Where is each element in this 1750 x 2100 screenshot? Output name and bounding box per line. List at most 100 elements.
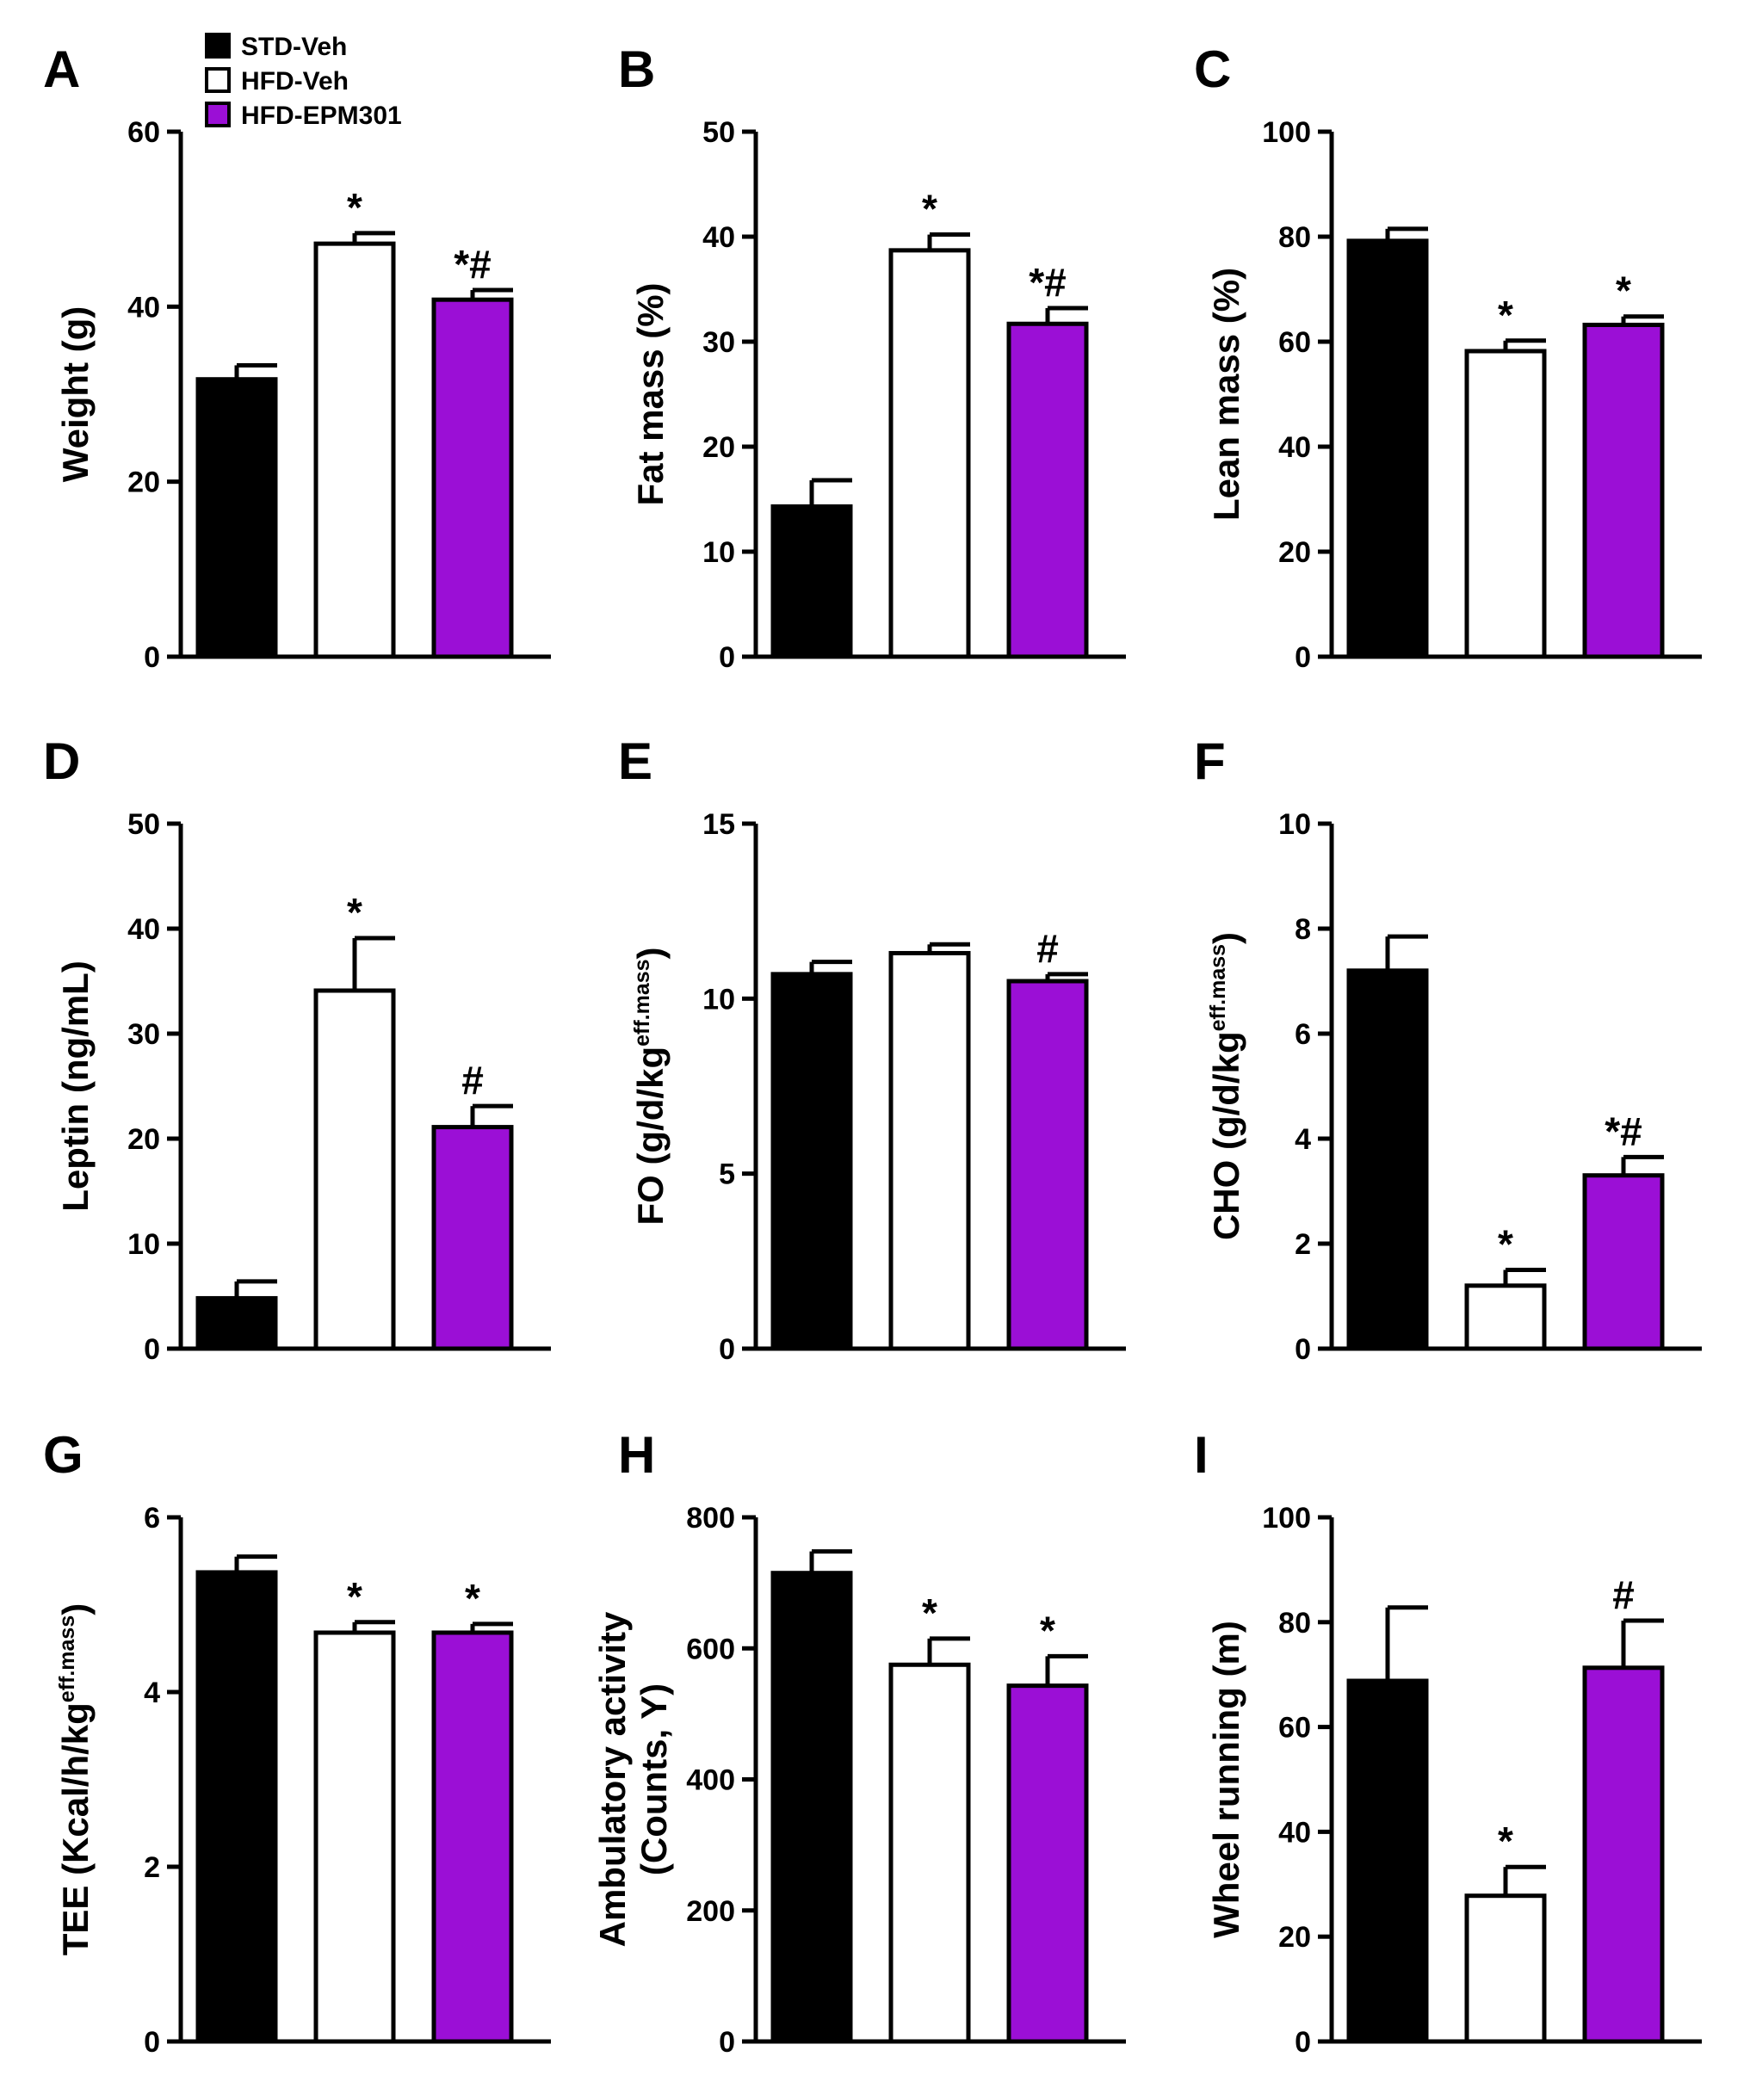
significance-h-hfd-epm301: * xyxy=(1040,1608,1055,1652)
y-tick-label-a-40: 40 xyxy=(127,291,160,324)
y-tick-label-f-4: 4 xyxy=(1295,1123,1311,1156)
y-tick-label-b-30: 30 xyxy=(702,326,735,359)
bar-i-hfd-veh xyxy=(1464,1893,1547,2044)
y-tick-label-b-20: 20 xyxy=(702,431,735,464)
y-tick-label-d-0: 0 xyxy=(144,1333,160,1366)
significance-i-hfd-epm301: # xyxy=(1612,1572,1635,1617)
panel-e: E #0 5 10 15 FO (g/d/kgeff.mass) xyxy=(618,732,1126,1366)
y-tick-label-f-2: 2 xyxy=(1295,1228,1311,1261)
y-tick-label-e-10: 10 xyxy=(702,983,735,1016)
y-axis-title-f: CHO (g/d/kgeff.mass) xyxy=(1206,932,1246,1240)
panel-letter-e: E xyxy=(618,732,652,790)
panel-letter-d: D xyxy=(43,732,80,790)
bar-h-hfd-veh xyxy=(888,1662,971,2044)
significance-b-hfd-epm301: *# xyxy=(1029,260,1066,305)
legend-label-hfd-epm301: HFD-EPM301 xyxy=(241,102,402,130)
panel-d: D * #0 10 20 30 40 50 Leptin (ng/mL) xyxy=(43,732,551,1366)
y-tick-label-a-20: 20 xyxy=(127,466,160,499)
y-tick-label-c-60: 60 xyxy=(1278,326,1311,359)
y-axis-title-superscript-e: eff.mass xyxy=(630,959,654,1046)
bar-d-hfd-epm301 xyxy=(431,1125,514,1351)
y-axis-title-main-e: FO (g/d/kg xyxy=(630,1047,671,1226)
bar-i-std-veh xyxy=(1346,1678,1429,2044)
significance-a-hfd-epm301: *# xyxy=(454,242,491,287)
y-tick-label-d-50: 50 xyxy=(127,808,160,841)
y-axis-title-close-e: ) xyxy=(630,947,671,959)
bar-f-hfd-veh xyxy=(1464,1283,1547,1351)
y-tick-label-g-2: 2 xyxy=(144,1851,160,1884)
y-axis-title-g: TEE (Kcal/h/kgeff.mass) xyxy=(55,1603,96,1956)
y-axis-title-i: Wheel running (m) xyxy=(1206,1621,1246,1938)
y-tick-label-i-20: 20 xyxy=(1278,1921,1311,1954)
significance-g-hfd-epm301: * xyxy=(465,1576,480,1621)
y-tick-label-f-0: 0 xyxy=(1295,1333,1311,1366)
y-axis-title-line1-h: Ambulatory activity xyxy=(592,1611,633,1947)
y-tick-label-f-6: 6 xyxy=(1295,1018,1311,1051)
y-tick-label-i-40: 40 xyxy=(1278,1816,1311,1849)
bar-g-hfd-veh xyxy=(313,1630,396,2044)
legend-swatch-hfd-epm301 xyxy=(205,102,231,127)
significance-c-hfd-epm301: * xyxy=(1616,269,1631,313)
bar-a-hfd-epm301 xyxy=(431,297,514,659)
bar-e-hfd-epm301 xyxy=(1006,979,1089,1351)
y-tick-label-h-800: 800 xyxy=(686,1502,735,1535)
bar-a-hfd-veh xyxy=(313,241,396,659)
panel-g: G * * 0 2 4 6 TEE (Kcal/h/kgeff.mass) xyxy=(43,1426,551,2059)
y-tick-label-e-0: 0 xyxy=(719,1333,735,1366)
legend-swatch-hfd-veh xyxy=(205,67,231,93)
y-tick-label-b-50: 50 xyxy=(702,116,735,149)
panel-f: F * *# 0 2 4 6 8 10 CHO (g/d/kgeff.mass) xyxy=(1194,732,1702,1366)
bar-f-std-veh xyxy=(1346,968,1429,1351)
y-tick-label-f-10: 10 xyxy=(1278,808,1311,841)
y-tick-label-c-0: 0 xyxy=(1295,641,1311,674)
legend-label-std-veh: STD-Veh xyxy=(241,33,347,61)
y-tick-label-h-600: 600 xyxy=(686,1633,735,1665)
y-axis-title-d: Leptin (ng/mL) xyxy=(55,960,96,1212)
y-axis-title-superscript-f: eff.mass xyxy=(1206,944,1230,1031)
bar-e-std-veh xyxy=(770,972,853,1351)
panel-b: B * *# 0 10 20 30 40 50 Fat mass (%) xyxy=(618,40,1126,674)
bar-g-hfd-epm301 xyxy=(431,1630,514,2044)
y-tick-label-c-20: 20 xyxy=(1278,536,1311,569)
y-tick-label-h-200: 200 xyxy=(686,1895,735,1928)
y-axis-title-close-f: ) xyxy=(1206,932,1246,944)
bar-i-hfd-epm301 xyxy=(1582,1665,1665,2044)
y-tick-label-g-6: 6 xyxy=(144,1502,160,1535)
y-tick-label-h-0: 0 xyxy=(719,2026,735,2059)
y-axis-title-main-g: TEE (Kcal/h/kg xyxy=(55,1702,96,1955)
bar-b-hfd-epm301 xyxy=(1006,321,1089,659)
bar-e-hfd-veh xyxy=(888,950,971,1351)
legend-swatch-std-veh xyxy=(205,33,231,59)
significance-d-hfd-veh: * xyxy=(347,890,362,935)
y-axis-title-e: FO (g/d/kgeff.mass) xyxy=(630,947,671,1225)
significance-e-hfd-epm301: # xyxy=(1036,926,1059,971)
bar-c-std-veh xyxy=(1346,238,1429,659)
panel-letter-h: H xyxy=(618,1426,655,1484)
y-axis-title-close-g: ) xyxy=(55,1603,96,1615)
y-tick-label-d-30: 30 xyxy=(127,1018,160,1051)
y-tick-label-c-40: 40 xyxy=(1278,431,1311,464)
panel-letter-f: F xyxy=(1194,732,1226,790)
y-tick-label-f-8: 8 xyxy=(1295,913,1311,946)
y-tick-label-c-80: 80 xyxy=(1278,221,1311,254)
bar-b-hfd-veh xyxy=(888,248,971,659)
y-axis-title-superscript-g: eff.mass xyxy=(55,1615,79,1702)
y-tick-label-a-60: 60 xyxy=(127,116,160,149)
significance-g-hfd-veh: * xyxy=(347,1574,362,1619)
panel-letter-g: G xyxy=(43,1426,83,1484)
panel-i: I * #0 20 40 60 80 100 Wheel running (m) xyxy=(1194,1426,1702,2059)
legend-label-hfd-veh: HFD-Veh xyxy=(241,67,349,96)
y-tick-label-e-15: 15 xyxy=(702,808,735,841)
legend: STD-Veh HFD-Veh HFD-EPM301 xyxy=(205,33,402,130)
bar-g-std-veh xyxy=(195,1570,278,2044)
y-tick-label-a-0: 0 xyxy=(144,641,160,674)
y-tick-label-i-80: 80 xyxy=(1278,1607,1311,1640)
y-tick-label-d-40: 40 xyxy=(127,913,160,946)
y-tick-label-d-10: 10 xyxy=(127,1228,160,1261)
panel-a: A * *# 0 20 40 60 Weight (g) xyxy=(43,40,551,674)
y-tick-label-i-0: 0 xyxy=(1295,2026,1311,2059)
bar-c-hfd-epm301 xyxy=(1582,322,1665,659)
significance-d-hfd-epm301: # xyxy=(461,1058,484,1102)
y-axis-title-line2-h: (Counts, Y) xyxy=(634,1683,674,1875)
y-tick-label-g-4: 4 xyxy=(144,1677,160,1709)
